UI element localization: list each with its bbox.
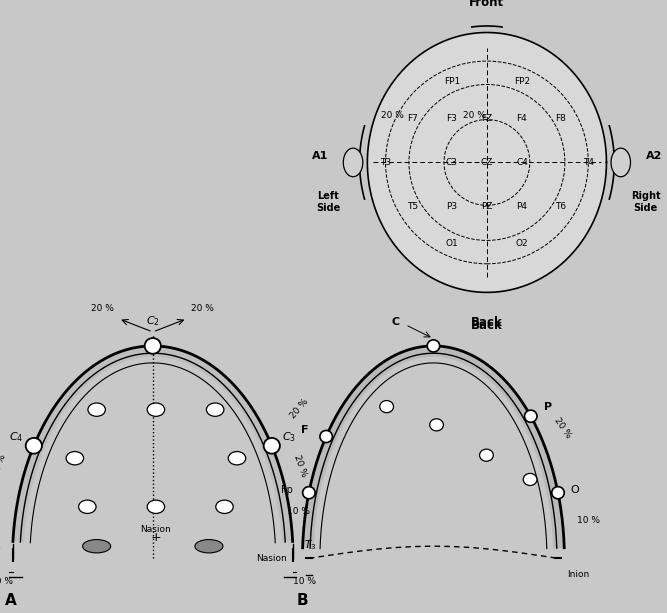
Ellipse shape <box>195 539 223 553</box>
Text: PZ: PZ <box>481 202 493 211</box>
Text: 20 %: 20 % <box>291 454 308 478</box>
Text: O: O <box>570 485 579 495</box>
Text: $C_2$: $C_2$ <box>146 314 160 328</box>
Text: $T_4$: $T_4$ <box>0 538 1 552</box>
Text: A1: A1 <box>312 151 328 161</box>
Circle shape <box>427 340 440 352</box>
Circle shape <box>524 410 537 422</box>
Circle shape <box>26 438 42 454</box>
Ellipse shape <box>88 403 105 416</box>
Text: CZ: CZ <box>481 158 493 167</box>
Text: 20 %: 20 % <box>462 112 486 120</box>
Ellipse shape <box>79 500 96 514</box>
Ellipse shape <box>228 452 245 465</box>
Text: P3: P3 <box>446 202 458 211</box>
Circle shape <box>320 430 332 443</box>
Ellipse shape <box>344 148 363 177</box>
Text: F: F <box>301 425 309 435</box>
Text: O1: O1 <box>446 238 458 248</box>
Ellipse shape <box>147 500 165 514</box>
Ellipse shape <box>216 500 233 514</box>
Text: A: A <box>5 593 17 608</box>
Text: P: P <box>544 402 552 412</box>
Text: Left
Side: Left Side <box>316 191 340 213</box>
Ellipse shape <box>523 473 537 485</box>
Text: FP1: FP1 <box>444 77 460 86</box>
Text: Back: Back <box>471 316 503 329</box>
Text: T5: T5 <box>408 202 418 211</box>
Ellipse shape <box>430 419 444 431</box>
Ellipse shape <box>611 148 630 177</box>
Text: F7: F7 <box>408 114 418 123</box>
Text: 20 %: 20 % <box>0 454 7 478</box>
Text: 20 %: 20 % <box>91 304 114 313</box>
Text: O2: O2 <box>516 238 528 248</box>
Ellipse shape <box>66 452 83 465</box>
Text: FP2: FP2 <box>514 77 530 86</box>
Text: 10 %: 10 % <box>293 577 315 587</box>
Text: F8: F8 <box>556 114 566 123</box>
Text: 20 %: 20 % <box>191 304 214 313</box>
Polygon shape <box>303 346 564 548</box>
Text: Front: Front <box>470 0 504 9</box>
Text: $C_4$: $C_4$ <box>9 430 23 444</box>
Text: +: + <box>151 531 161 544</box>
Text: $C_3$: $C_3$ <box>282 430 296 444</box>
Text: Inion: Inion <box>568 569 590 579</box>
Text: C: C <box>392 317 400 327</box>
Text: B: B <box>296 593 308 608</box>
Text: 10 %: 10 % <box>0 577 13 587</box>
Text: 10 %: 10 % <box>287 507 310 516</box>
Polygon shape <box>368 32 606 292</box>
Text: FZ: FZ <box>482 114 492 123</box>
Ellipse shape <box>147 403 165 416</box>
Text: Nasion: Nasion <box>256 554 287 563</box>
Text: $T_3$: $T_3$ <box>304 538 317 552</box>
Text: F4: F4 <box>517 114 528 123</box>
Polygon shape <box>13 346 293 543</box>
Circle shape <box>145 338 161 354</box>
Circle shape <box>303 487 315 499</box>
Text: T4: T4 <box>583 158 594 167</box>
Text: 20 %: 20 % <box>552 416 573 440</box>
Circle shape <box>263 438 280 454</box>
Text: Back: Back <box>470 319 502 332</box>
Text: 20 %: 20 % <box>382 112 404 120</box>
Text: C3: C3 <box>446 158 458 167</box>
Text: C4: C4 <box>516 158 528 167</box>
Text: 10 %: 10 % <box>577 516 600 525</box>
Text: 20 %: 20 % <box>289 397 310 421</box>
Text: T6: T6 <box>556 202 566 211</box>
Ellipse shape <box>83 539 111 553</box>
Text: P4: P4 <box>516 202 528 211</box>
Text: Right
Side: Right Side <box>630 191 660 213</box>
Text: Nasion: Nasion <box>141 525 171 534</box>
Text: A2: A2 <box>646 151 662 161</box>
Text: Fp: Fp <box>281 485 293 495</box>
Text: F3: F3 <box>446 114 458 123</box>
Text: T3: T3 <box>380 158 391 167</box>
Ellipse shape <box>480 449 494 461</box>
Circle shape <box>552 487 564 499</box>
Ellipse shape <box>380 400 394 413</box>
Ellipse shape <box>206 403 224 416</box>
